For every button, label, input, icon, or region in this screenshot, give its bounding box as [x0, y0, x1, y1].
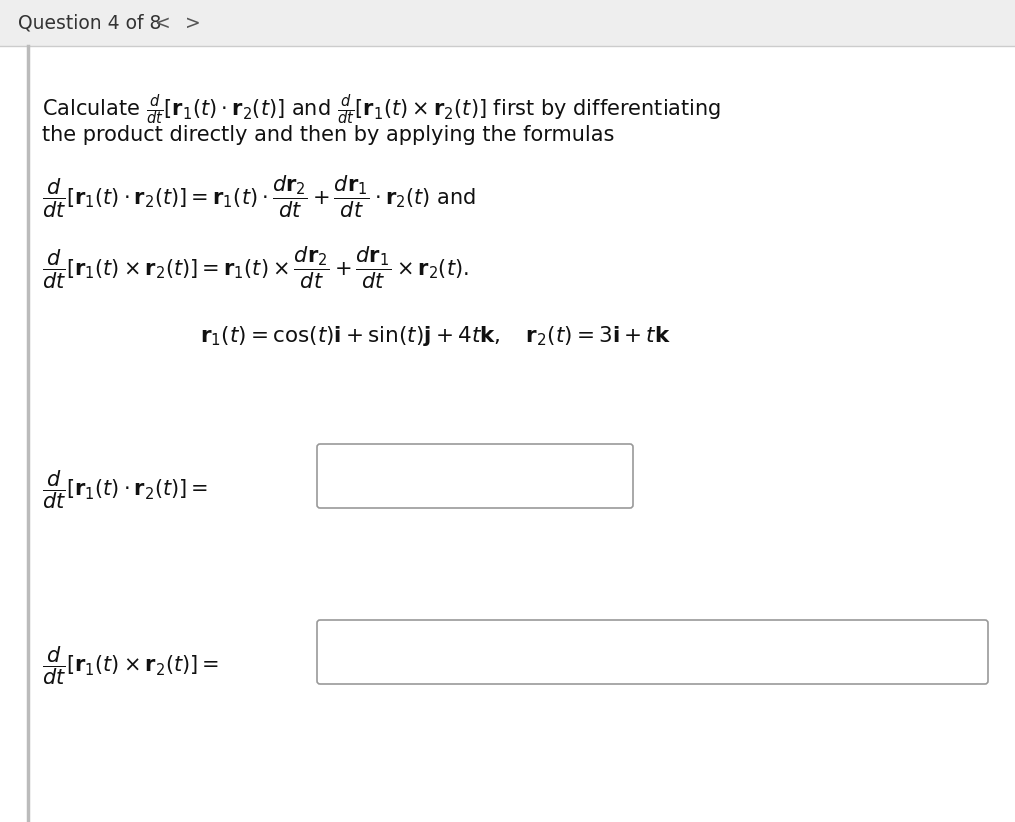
Text: $\dfrac{d}{dt}[\mathbf{r}_1(t) \times \mathbf{r}_2(t)] = \mathbf{r}_1(t) \times : $\dfrac{d}{dt}[\mathbf{r}_1(t) \times \m… — [42, 245, 469, 291]
Text: $\dfrac{d}{dt}[\mathbf{r}_1(t) \cdot \mathbf{r}_2(t)] = \mathbf{r}_1(t) \cdot \d: $\dfrac{d}{dt}[\mathbf{r}_1(t) \cdot \ma… — [42, 174, 476, 220]
Text: $\dfrac{d}{dt}[\mathbf{r}_1(t) \cdot \mathbf{r}_2(t)] =$: $\dfrac{d}{dt}[\mathbf{r}_1(t) \cdot \ma… — [42, 468, 208, 510]
Text: Calculate $\frac{d}{dt}[\mathbf{r}_1(t) \cdot \mathbf{r}_2(t)]$ and $\frac{d}{dt: Calculate $\frac{d}{dt}[\mathbf{r}_1(t) … — [42, 92, 722, 127]
Text: $\dfrac{d}{dt}[\mathbf{r}_1(t) \times \mathbf{r}_2(t)] =$: $\dfrac{d}{dt}[\mathbf{r}_1(t) \times \m… — [42, 644, 219, 686]
FancyBboxPatch shape — [317, 620, 988, 684]
Text: $\mathbf{r}_1(t) = \cos(t)\mathbf{i} + \sin(t)\mathbf{j} + 4t\mathbf{k}, \quad \: $\mathbf{r}_1(t) = \cos(t)\mathbf{i} + \… — [200, 324, 671, 348]
Text: the product directly and then by applying the formulas: the product directly and then by applyin… — [42, 125, 614, 145]
Text: <: < — [155, 13, 171, 33]
Text: >: > — [185, 13, 201, 33]
FancyBboxPatch shape — [317, 444, 633, 508]
Bar — [0, 0, 1015, 46]
Text: Question 4 of 8: Question 4 of 8 — [18, 13, 161, 33]
